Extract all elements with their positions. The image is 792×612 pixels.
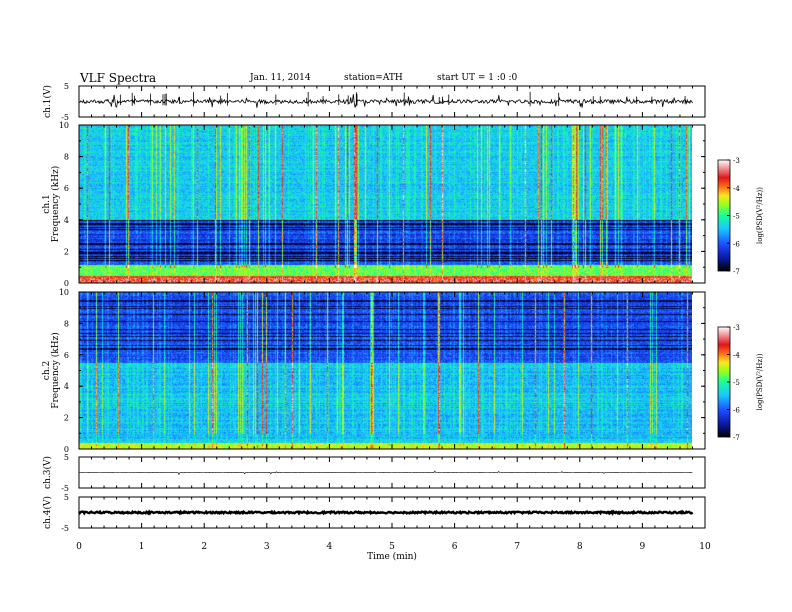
- y-axis-label: ch.2 Frequency (kHz): [42, 332, 61, 409]
- colorbar-tick-label: -6: [733, 240, 740, 248]
- colorbar-label: log(PSD(V²/Hz)): [756, 187, 764, 244]
- y-tick-label: 8: [64, 153, 69, 162]
- x-axis-label: Time (min): [367, 551, 417, 562]
- y-tick-label: 4: [64, 216, 69, 225]
- y-tick-label: 5: [64, 493, 69, 502]
- x-tick-label: 10: [699, 542, 711, 552]
- y-tick-label: -5: [61, 113, 69, 122]
- x-tick-label: 8: [577, 542, 583, 552]
- y-tick-label: 0: [64, 279, 69, 288]
- colorbar-label: log(PSD(V²/Hz)): [756, 353, 764, 410]
- y-tick-label: -5: [61, 484, 69, 493]
- y-axis-label-freq: Frequency (kHz): [50, 166, 61, 243]
- y-axis-label-text: ch.3(V): [42, 456, 53, 489]
- colorbar-tick-label: -4: [733, 185, 740, 193]
- y-axis-label: ch.4(V): [42, 496, 53, 529]
- y-tick-label: 4: [64, 382, 69, 391]
- x-tick-label: 1: [139, 542, 145, 552]
- colorbar-tick-label: -3: [733, 157, 740, 165]
- x-tick-label: 0: [76, 542, 82, 552]
- y-tick-label: -5: [61, 524, 69, 533]
- chart-title: VLF Spectra: [80, 71, 157, 85]
- colorbar-label-text: log(PSD(V²/Hz)): [756, 353, 764, 410]
- y-axis-label: ch.3(V): [42, 456, 53, 489]
- station-label: station=ATH: [344, 73, 403, 83]
- y-tick-label: 10: [59, 288, 69, 297]
- x-tick-label: 4: [327, 542, 333, 552]
- y-axis-label-channel: ch.1: [42, 194, 52, 213]
- y-tick-label: 2: [64, 247, 69, 256]
- colorbar-label-text: log(PSD(V²/Hz)): [756, 187, 764, 244]
- x-tick-label: 5: [389, 542, 395, 552]
- y-tick-label: 5: [64, 453, 69, 462]
- x-tick-label: 7: [514, 542, 520, 552]
- y-axis-label-channel: ch.2: [42, 361, 52, 380]
- y-tick-label: 10: [59, 121, 69, 130]
- y-axis-label: ch.1(V): [42, 85, 53, 118]
- spectrogram-ch2: [79, 292, 692, 449]
- colorbar-tick-label: -4: [733, 352, 740, 360]
- colorbar-tick-label: -5: [733, 213, 740, 221]
- waveform-ch3: [79, 470, 693, 476]
- colorbar-tick-label: -7: [733, 434, 740, 442]
- y-tick-label: 0: [64, 445, 69, 454]
- y-axis-label-freq: Frequency (kHz): [50, 332, 61, 409]
- waveform-ch1: [78, 94, 693, 108]
- y-axis-label: ch.1 Frequency (kHz): [42, 166, 61, 243]
- y-axis-label-text: ch.4(V): [42, 496, 53, 529]
- colorbar-tick-label: -5: [733, 379, 740, 387]
- waveform-ch4: [78, 509, 694, 516]
- y-tick-label: 8: [64, 319, 69, 328]
- date-label: Jan. 11, 2014: [250, 73, 311, 83]
- colorbar-tick-label: -6: [733, 407, 740, 415]
- x-tick-label: 3: [264, 542, 270, 552]
- y-tick-label: 6: [64, 184, 69, 193]
- start-time-label: start UT = 1 :0 :0: [437, 73, 518, 83]
- x-tick-label: 9: [640, 542, 646, 552]
- x-tick-label: 6: [452, 542, 458, 552]
- y-tick-label: 2: [64, 414, 69, 423]
- colorbar-tick-label: -7: [733, 268, 740, 276]
- x-tick-label: 2: [201, 542, 207, 552]
- y-tick-label: 6: [64, 351, 69, 360]
- spectrogram-ch1: [79, 125, 692, 283]
- colorbar-tick-label: -3: [733, 324, 740, 332]
- y-axis-label-text: ch.1(V): [42, 85, 53, 118]
- y-tick-label: 5: [64, 82, 69, 91]
